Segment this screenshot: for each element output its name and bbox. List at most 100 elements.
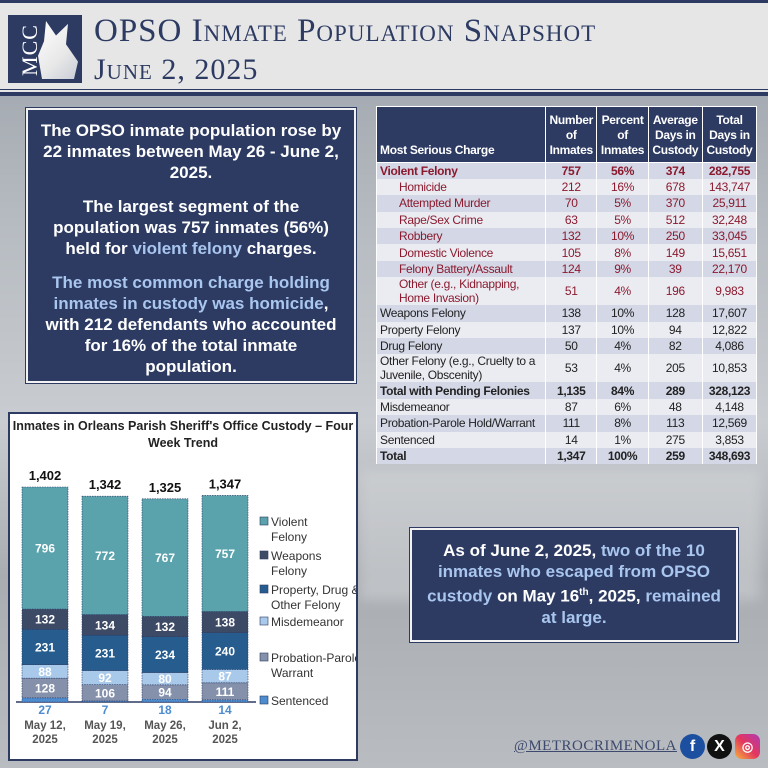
data-label: 128 xyxy=(35,682,55,696)
facebook-icon[interactable]: f xyxy=(680,734,705,759)
table-cell: 56% xyxy=(596,162,649,179)
data-label: 240 xyxy=(215,645,235,659)
table-row: Rape/Sex Crime 63 5% 512 32,248 xyxy=(376,211,758,229)
bar-segment xyxy=(21,486,69,610)
table-cell: 87 xyxy=(544,398,598,416)
table-cell: 39 xyxy=(647,260,703,278)
bar-segment xyxy=(81,670,129,685)
x-tick-label: May 19, xyxy=(84,720,126,732)
table-cell: 1% xyxy=(596,431,649,448)
instagram-icon[interactable]: ◎ xyxy=(735,734,760,759)
table-cell: 10% xyxy=(596,321,649,339)
wolf-icon xyxy=(38,21,78,79)
table-cell: 33,045 xyxy=(701,228,758,245)
total-label: 1,402 xyxy=(29,468,62,483)
legend-swatch xyxy=(259,550,269,560)
highlight-text: remained at large. xyxy=(541,586,721,627)
charge-label: Drug Felony xyxy=(376,338,546,355)
bar-segment xyxy=(201,699,249,703)
x-tick-label: 2025 xyxy=(152,734,178,746)
mcc-logo: MCC xyxy=(8,15,82,83)
x-tick-label: 2025 xyxy=(32,734,58,746)
highlight-text: violent felony xyxy=(132,239,242,258)
legend-swatch xyxy=(259,652,269,662)
table-cell: 138 xyxy=(544,305,598,322)
total-label: 1,342 xyxy=(89,477,122,492)
table-cell: 100% xyxy=(596,447,649,465)
data-label: 18 xyxy=(158,703,172,717)
column-header: Percent of Inmates xyxy=(596,106,649,163)
table-cell: 5% xyxy=(596,211,649,229)
data-label: 231 xyxy=(35,641,55,655)
legend-label: Sentenced xyxy=(271,694,328,708)
superscript: th xyxy=(579,587,589,598)
data-label: 92 xyxy=(98,671,112,685)
column-header: Most Serious Charge xyxy=(376,106,546,163)
table-cell: 12,569 xyxy=(701,415,758,432)
table-cell: 48 xyxy=(647,398,703,416)
table-cell: 70 xyxy=(544,195,598,212)
total-label: 1,347 xyxy=(209,476,242,491)
legend-swatch xyxy=(259,616,269,626)
table-cell: 9,983 xyxy=(701,277,758,306)
table-cell: 113 xyxy=(647,415,703,432)
page-date: June 2, 2025 xyxy=(94,53,259,86)
table-cell: 15,651 xyxy=(701,244,758,261)
data-label: 88 xyxy=(38,665,52,679)
table-row: Homicide 212 16% 678 143,747 xyxy=(376,178,758,196)
table-cell: 50 xyxy=(544,338,598,355)
data-label: 14 xyxy=(218,703,232,717)
x-tick-label: 2025 xyxy=(92,734,118,746)
charge-label: Sentenced xyxy=(376,431,546,448)
table-cell: 4,086 xyxy=(701,338,758,355)
table-row: Misdemeanor 87 6% 48 4,148 xyxy=(376,398,758,416)
table-cell: 9% xyxy=(596,260,649,278)
table-cell: 84% xyxy=(596,382,649,399)
table-cell: 289 xyxy=(647,382,703,399)
table-cell: 4% xyxy=(596,338,649,355)
table-cell: 275 xyxy=(647,431,703,448)
table-cell: 678 xyxy=(647,178,703,196)
table-row: Total 1,347 100% 259 348,693 xyxy=(376,447,758,465)
data-label: 757 xyxy=(215,547,235,561)
table-cell: 212 xyxy=(544,178,598,196)
data-label: 132 xyxy=(155,620,175,634)
table-row: Felony Battery/Assault 124 9% 39 22,170 xyxy=(376,260,758,278)
legend-label: Other Felony xyxy=(271,598,340,612)
charge-label: Other (e.g., Kidnapping, Home Invasion) xyxy=(376,277,546,306)
bar-segment xyxy=(141,698,189,703)
table-cell: 17,607 xyxy=(701,305,758,322)
table-cell: 105 xyxy=(544,244,598,261)
bar-segment xyxy=(21,629,69,666)
charge-label: Homicide xyxy=(376,178,546,196)
table-row: Property Felony 137 10% 94 12,822 xyxy=(376,321,758,339)
x-tick-label: 2025 xyxy=(212,734,238,746)
data-label: 111 xyxy=(216,685,235,699)
table-cell: 128 xyxy=(647,305,703,322)
text: charges. xyxy=(241,239,317,258)
table-cell: 370 xyxy=(647,195,703,212)
table-cell: 149 xyxy=(647,244,703,261)
table-cell: 10% xyxy=(596,228,649,245)
text: As of June 2, 2025, xyxy=(443,541,601,560)
data-label: 80 xyxy=(158,672,172,686)
table-cell: 32,248 xyxy=(701,211,758,229)
data-label: 234 xyxy=(155,648,175,662)
table-row: Total with Pending Felonies 1,135 84% 289 32… xyxy=(376,382,758,399)
table-cell: 16% xyxy=(596,178,649,196)
legend-label: Misdemeanor xyxy=(271,615,344,629)
x-icon[interactable]: X xyxy=(707,734,732,759)
escape-note-box: As of June 2, 2025, two of the 10 inmate… xyxy=(409,527,739,643)
table-cell: 63 xyxy=(544,211,598,229)
table-row: Sentenced 14 1% 275 3,853 xyxy=(376,431,758,448)
table-row: Robbery 132 10% 250 33,045 xyxy=(376,228,758,245)
table-cell: 82 xyxy=(647,338,703,355)
legend-label: Warrant xyxy=(271,666,314,680)
table-cell: 757 xyxy=(544,162,598,179)
page-title: OPSO Inmate Population Snapshot xyxy=(94,13,597,49)
table-cell: 5% xyxy=(596,195,649,212)
table-cell: 8% xyxy=(596,244,649,261)
social-handle-link[interactable]: @METROCRIMENOLA xyxy=(514,738,677,754)
text: , 2025, xyxy=(588,586,641,606)
highlight-text: two of the 10 inmates who escaped from O… xyxy=(427,541,711,606)
